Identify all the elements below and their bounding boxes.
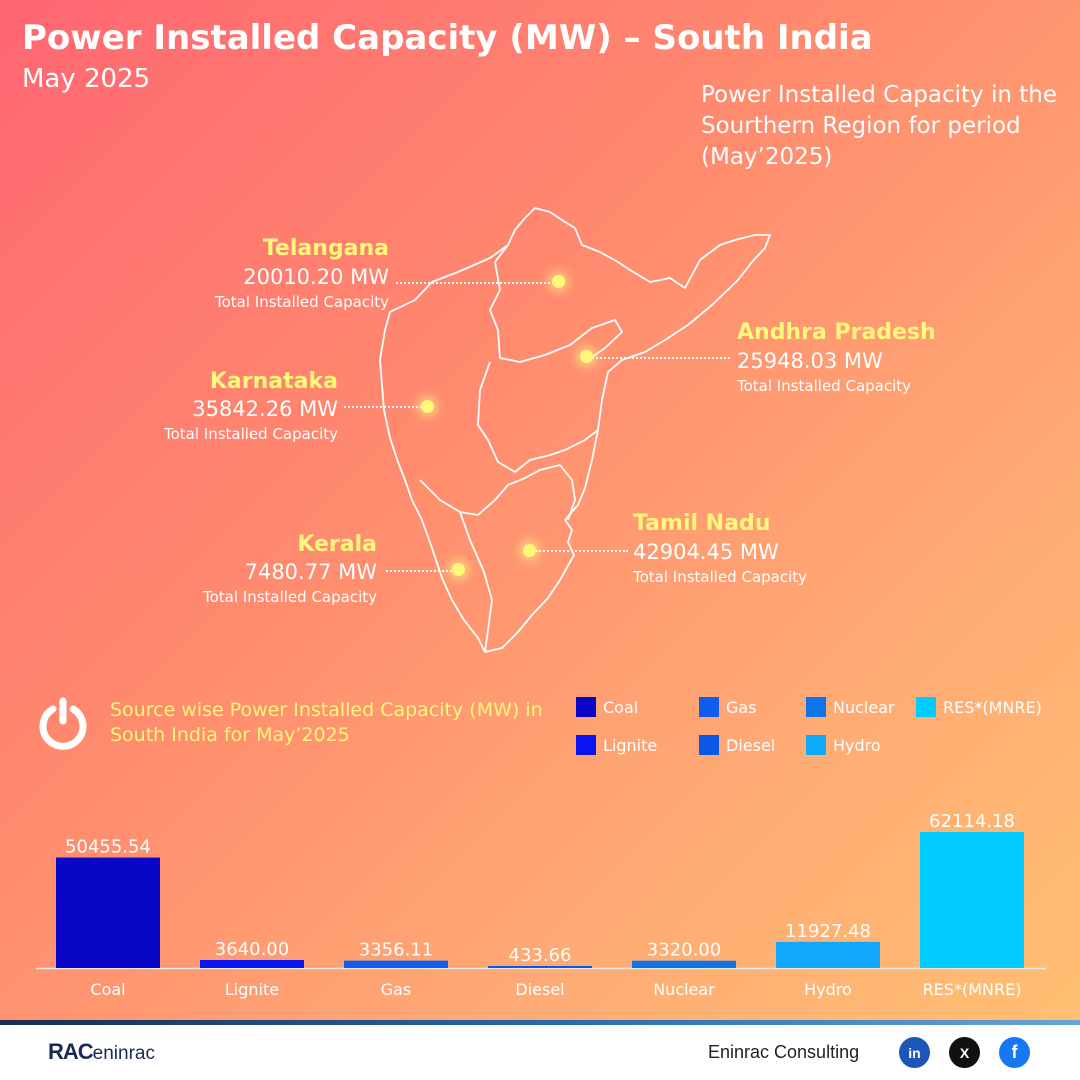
leader-line-karnataka [344, 406, 422, 408]
marker-andhra-pradesh [580, 350, 593, 363]
category-label: RES*(MNRE) [923, 980, 1022, 999]
bar-value-label: 433.66 [509, 945, 572, 966]
power-icon [39, 697, 87, 750]
marker-tamil-nadu [523, 544, 536, 557]
boundary-kerala-tn [419, 464, 561, 516]
bar-gas [344, 960, 448, 968]
state-value-tamil-nadu: 42904.45 MW [633, 540, 779, 564]
legend-item-nuclear: Nuclear [806, 697, 895, 717]
legend-item-gas: Gas [699, 697, 757, 717]
bar-coal [56, 857, 160, 968]
legend-label: Coal [603, 697, 639, 717]
legend-swatch [916, 697, 936, 717]
legend-item-hydro: Hydro [806, 735, 881, 755]
category-label: Diesel [515, 980, 564, 999]
bar-value-label: 3640.00 [215, 939, 289, 960]
leader-line-andhra-pradesh [592, 357, 730, 359]
leader-line-tamil-nadu [536, 550, 628, 552]
legend-label: RES*(MNRE) [943, 697, 1042, 717]
category-label: Hydro [804, 980, 852, 999]
marker-kerala [452, 563, 465, 576]
infographic-poster: Power Installed Capacity (MW) – South In… [0, 0, 1080, 1022]
bar-value-label: 11927.48 [785, 921, 871, 942]
brand-name: Eninrac Consulting [708, 1042, 860, 1062]
marker-karnataka [421, 400, 434, 413]
legend-item-res-mnre: RES*(MNRE) [916, 697, 1042, 717]
legend-swatch [806, 735, 826, 755]
state-name-tamil-nadu: Tamil Nadu [633, 511, 771, 536]
map-outline [379, 207, 771, 653]
legend-swatch [699, 735, 719, 755]
region-note: Power Installed Capacity in the Sourther… [701, 82, 1057, 170]
state-value-andhra-pradesh: 25948.03 MW [737, 349, 883, 373]
marker-telangana [552, 275, 565, 288]
page-subtitle: May 2025 [22, 64, 151, 94]
leader-line-kerala [386, 570, 452, 572]
leader-line-telangana [396, 282, 554, 284]
legend-label: Gas [726, 697, 757, 717]
eninrac-logo: RAC eninrac [48, 1039, 155, 1065]
bar-lignite [200, 960, 304, 968]
linkedin-icon[interactable]: in [899, 1037, 930, 1068]
boundary-telangana [489, 244, 623, 363]
footer-divider [0, 1020, 1080, 1025]
bar-res-mnre [920, 832, 1024, 968]
legend-label: Diesel [726, 735, 776, 755]
footer: RAC eninrac Eninrac Consulting in X f [0, 1025, 1080, 1080]
logo-eninrac-text: eninrac [92, 1043, 155, 1064]
legend-label: Nuclear [833, 697, 895, 717]
bar-diesel [488, 966, 592, 968]
state-caption-karnataka: Total Installed Capacity [163, 425, 338, 443]
category-label: Lignite [225, 980, 279, 999]
state-value-karnataka: 35842.26 MW [192, 397, 338, 421]
boundary-kerala [459, 511, 493, 653]
bar-value-label: 50455.54 [65, 837, 151, 858]
state-name-kerala: Kerala [297, 532, 377, 557]
state-caption-tamil-nadu: Total Installed Capacity [633, 568, 808, 586]
page-title: Power Installed Capacity (MW) – South In… [22, 18, 873, 58]
legend-swatch [576, 697, 596, 717]
legend-item-diesel: Diesel [699, 735, 775, 755]
state-caption-andhra-pradesh: Total Installed Capacity [737, 377, 912, 395]
bar-hydro [776, 941, 880, 968]
state-value-kerala: 7480.77 MW [244, 560, 377, 584]
legend-swatch [699, 697, 719, 717]
state-caption-telangana: Total Installed Capacity [214, 293, 389, 311]
state-name-telangana: Telangana [262, 236, 389, 261]
south-india-map [379, 207, 771, 653]
bar-chart: 50455.54 Coal 3640.00 Lignite 3356.11 Gas 433.… [36, 811, 1046, 999]
legend-item-lignite: Lignite [576, 735, 657, 755]
state-caption-kerala: Total Installed Capacity [202, 588, 377, 606]
state-name-karnataka: Karnataka [209, 369, 338, 394]
logo-rac-text: RAC [48, 1039, 94, 1064]
legend-item-coal: Coal [576, 697, 638, 717]
legend-swatch [576, 735, 596, 755]
facebook-icon[interactable]: f [999, 1037, 1030, 1068]
source-section-title: Source wise Power Installed Capacity (MW… [110, 699, 543, 746]
category-label: Gas [381, 980, 412, 999]
legend-label: Lignite [603, 735, 658, 755]
boundary-tn-inner [559, 464, 576, 521]
bar-nuclear [632, 960, 736, 968]
legend-swatch [806, 697, 826, 717]
category-label: Nuclear [653, 980, 715, 999]
bar-value-label: 62114.18 [929, 811, 1015, 832]
legend-label: Hydro [833, 735, 881, 755]
state-value-telangana: 20010.20 MW [243, 265, 389, 289]
state-name-andhra-pradesh: Andhra Pradesh [737, 320, 936, 345]
bar-value-label: 3356.11 [359, 940, 433, 961]
boundary-andhra-karnataka [477, 361, 599, 473]
bar-value-label: 3320.00 [647, 940, 721, 961]
x-icon[interactable]: X [949, 1037, 980, 1068]
category-label: Coal [90, 980, 125, 999]
